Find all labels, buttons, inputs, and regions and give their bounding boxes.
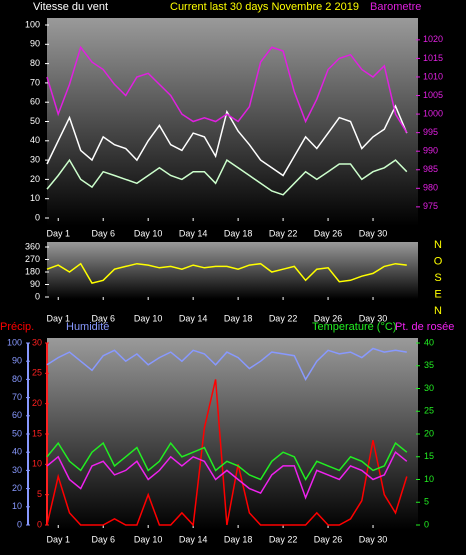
x-tick-label: Day 30: [359, 228, 388, 238]
tick-label: 995: [423, 127, 438, 137]
tick-label: 0: [35, 212, 40, 222]
direction-label: E: [434, 288, 441, 300]
series-line: [46, 104, 408, 177]
x-tick-label: Day 18: [224, 313, 253, 323]
direction-label: N: [434, 305, 442, 317]
x-tick-label: Day 18: [224, 228, 253, 238]
tick-label: 30: [30, 154, 40, 164]
tick-label: 70: [12, 392, 22, 402]
tick-label: 10: [424, 474, 434, 484]
series-line: [46, 441, 408, 482]
direction-label: S: [434, 272, 441, 284]
tick-label: 20: [30, 174, 40, 184]
x-tick-label: Day 6: [91, 313, 115, 323]
tick-label: 100: [7, 337, 22, 347]
direction-label: O: [434, 255, 443, 267]
tick-label: 20: [424, 428, 434, 438]
legend-label: Barometre: [370, 1, 421, 13]
tick-label: 50: [30, 116, 40, 126]
x-tick-label: Day 10: [134, 313, 163, 323]
legend-label: Temperature (°C): [312, 321, 396, 333]
x-tick-label: Day 1: [46, 228, 70, 238]
tick-label: 180: [25, 266, 40, 276]
tick-label: 40: [424, 337, 434, 347]
tick-label: 90: [30, 279, 40, 289]
tick-label: 40: [30, 135, 40, 145]
tick-label: 0: [424, 519, 429, 529]
tick-label: 90: [30, 39, 40, 49]
tick-label: 1010: [423, 71, 443, 81]
tick-label: 990: [423, 146, 438, 156]
x-tick-label: Day 10: [134, 228, 163, 238]
tick-label: 30: [424, 383, 434, 393]
tick-label: 100: [25, 19, 40, 29]
tick-label: 270: [25, 254, 40, 264]
tick-label: 50: [12, 428, 22, 438]
tick-label: 5: [424, 497, 429, 507]
tick-label: 0: [17, 519, 22, 529]
plot-area: [47, 242, 418, 299]
tick-label: 90: [12, 356, 22, 366]
legend-label: Humidité: [66, 321, 109, 333]
series-line: [46, 379, 408, 527]
tick-label: 0: [35, 291, 40, 301]
x-tick-label: Day 1: [46, 534, 70, 544]
series-line: [46, 347, 407, 381]
x-tick-label: Day 26: [314, 228, 343, 238]
x-tick-label: Day 14: [179, 228, 208, 238]
tick-label: 20: [12, 483, 22, 493]
tick-label: 80: [30, 58, 40, 68]
x-tick-label: Day 26: [314, 313, 343, 323]
series-line: [46, 451, 408, 500]
tick-label: 20: [32, 398, 42, 408]
tick-label: 10: [12, 501, 22, 511]
tick-label: 1000: [423, 108, 443, 118]
tick-label: 1015: [423, 53, 443, 63]
tick-label: 975: [423, 201, 438, 211]
chart-title: Current last 30 days Novembre 2 2019: [170, 1, 359, 13]
x-tick-label: Day 6: [91, 228, 115, 238]
tick-label: 10: [30, 193, 40, 203]
legend-label: Précip.: [0, 321, 34, 333]
series-line: [46, 158, 408, 196]
tick-label: 1005: [423, 90, 443, 100]
direction-label: N: [434, 239, 442, 251]
x-tick-label: Day 26: [314, 534, 343, 544]
tick-label: 360: [25, 241, 40, 251]
tick-label: 5: [37, 489, 42, 499]
series-line: [46, 45, 408, 133]
x-tick-label: Day 22: [269, 313, 298, 323]
tick-label: 10: [32, 459, 42, 469]
tick-label: 25: [32, 368, 42, 378]
tick-label: 985: [423, 164, 438, 174]
series-line: [46, 262, 407, 284]
x-tick-label: Day 10: [134, 534, 163, 544]
tick-label: 60: [30, 97, 40, 107]
tick-label: 15: [32, 428, 42, 438]
x-tick-label: Day 1: [46, 313, 70, 323]
tick-label: 30: [32, 337, 42, 347]
x-tick-label: Day 14: [179, 313, 208, 323]
x-tick-label: Day 14: [179, 534, 208, 544]
x-tick-label: Day 22: [269, 228, 298, 238]
y-axis-label: Vitesse du vent: [33, 1, 108, 13]
tick-label: 70: [30, 77, 40, 87]
tick-label: 40: [12, 447, 22, 457]
x-tick-label: Day 18: [224, 534, 253, 544]
x-tick-label: Day 6: [91, 534, 115, 544]
tick-label: 80: [12, 374, 22, 384]
tick-label: 15: [424, 451, 434, 461]
tick-label: 60: [12, 410, 22, 420]
x-tick-label: Day 22: [269, 534, 298, 544]
tick-label: 1020: [423, 34, 443, 44]
tick-label: 980: [423, 183, 438, 193]
tick-label: 0: [37, 519, 42, 529]
tick-label: 30: [12, 465, 22, 475]
legend-label: Pt. de rosée: [395, 321, 454, 333]
tick-label: 35: [424, 360, 434, 370]
x-tick-label: Day 30: [359, 313, 388, 323]
x-tick-label: Day 30: [359, 534, 388, 544]
tick-label: 25: [424, 406, 434, 416]
